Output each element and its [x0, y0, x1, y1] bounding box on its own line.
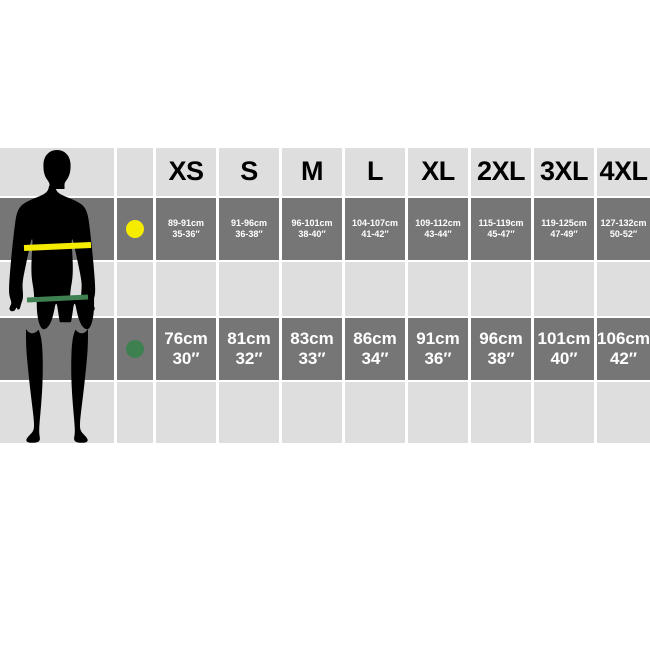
waist-value-m: 83cm 33″ — [282, 318, 342, 380]
column-header-3xl: 3XL — [534, 148, 594, 196]
chest-value-xl: 109-112cm 43-44″ — [408, 198, 468, 260]
waist-value-2xl: 96cm 38″ — [471, 318, 531, 380]
spacer2-cell-3xl — [534, 382, 594, 443]
green-dot-icon — [126, 340, 144, 358]
spacer2-cell-s — [219, 382, 279, 443]
chest-value-4xl: 127-132cm 50-52″ — [597, 198, 650, 260]
waist-value-s: 81cm 32″ — [219, 318, 279, 380]
spacer2-marker-cell — [117, 382, 153, 443]
waist-figure-cell — [0, 318, 114, 380]
spacer1-cell-l — [345, 262, 405, 316]
column-header-s: S — [219, 148, 279, 196]
spacer2-cell-2xl — [471, 382, 531, 443]
column-header-4xl: 4XL — [597, 148, 650, 196]
chest-value-xs: 89-91cm 35-36″ — [156, 198, 216, 260]
spacer2-cell-4xl — [597, 382, 650, 443]
spacer1-cell-2xl — [471, 262, 531, 316]
column-header-xl: XL — [408, 148, 468, 196]
column-header-2xl: 2XL — [471, 148, 531, 196]
column-header-xs: XS — [156, 148, 216, 196]
spacer1-cell-xl — [408, 262, 468, 316]
column-header-m: M — [282, 148, 342, 196]
spacer2-cell-xl — [408, 382, 468, 443]
spacer-band-1 — [0, 262, 650, 316]
waist-value-xl: 91cm 36″ — [408, 318, 468, 380]
spacer2-cell-l — [345, 382, 405, 443]
chest-figure-cell — [0, 198, 114, 260]
waist-value-4xl: 106cm 42″ — [597, 318, 650, 380]
header-figure-cell — [0, 148, 114, 196]
spacer2-figure-cell — [0, 382, 114, 443]
spacer-band-2 — [0, 382, 650, 443]
waist-marker-cell — [117, 318, 153, 380]
header-marker-cell — [117, 148, 153, 196]
spacer1-figure-cell — [0, 262, 114, 316]
yellow-dot-icon — [126, 220, 144, 238]
waist-value-l: 86cm 34″ — [345, 318, 405, 380]
header-band: XS S M L XL 2XL 3XL 4XL — [0, 148, 650, 196]
spacer1-cell-xs — [156, 262, 216, 316]
chest-value-2xl: 115-119cm 45-47″ — [471, 198, 531, 260]
chest-value-l: 104-107cm 41-42″ — [345, 198, 405, 260]
chest-marker-cell — [117, 198, 153, 260]
chest-value-s: 91-96cm 36-38″ — [219, 198, 279, 260]
waist-value-3xl: 101cm 40″ — [534, 318, 594, 380]
spacer1-cell-3xl — [534, 262, 594, 316]
waist-value-xs: 76cm 30″ — [156, 318, 216, 380]
spacer2-cell-xs — [156, 382, 216, 443]
size-chart: XS S M L XL 2XL 3XL 4XL 89-91cm 35-36″ 9… — [0, 148, 650, 443]
spacer1-cell-m — [282, 262, 342, 316]
spacer1-marker-cell — [117, 262, 153, 316]
spacer1-cell-s — [219, 262, 279, 316]
spacer2-cell-m — [282, 382, 342, 443]
chest-row-band: 89-91cm 35-36″ 91-96cm 36-38″ 96-101cm 3… — [0, 198, 650, 260]
column-header-l: L — [345, 148, 405, 196]
chest-value-m: 96-101cm 38-40″ — [282, 198, 342, 260]
waist-row-band: 76cm 30″ 81cm 32″ 83cm 33″ 86cm 34″ 91cm… — [0, 318, 650, 380]
chest-value-3xl: 119-125cm 47-49″ — [534, 198, 594, 260]
spacer1-cell-4xl — [597, 262, 650, 316]
